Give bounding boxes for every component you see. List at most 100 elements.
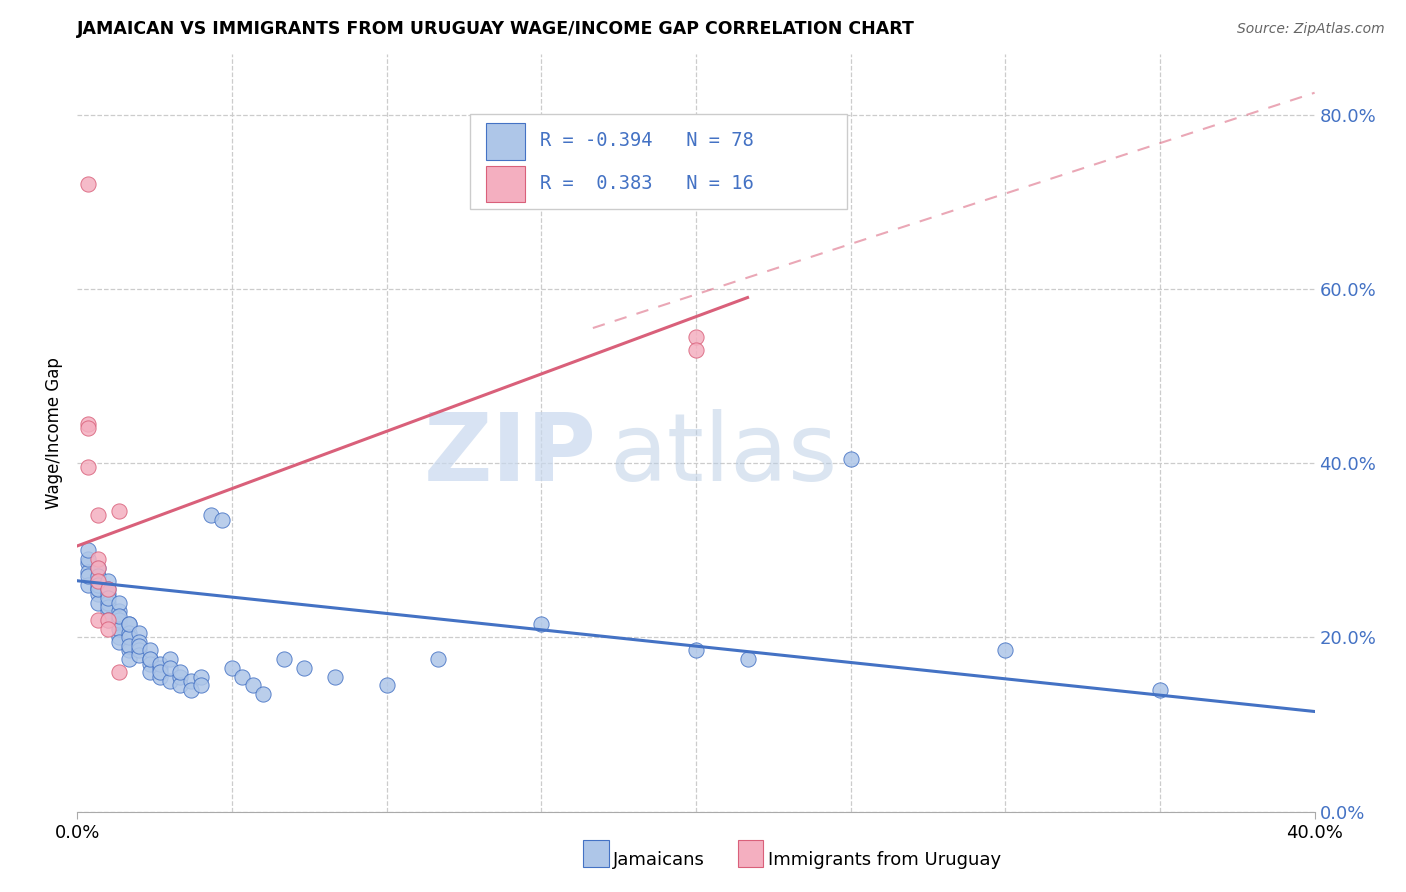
Point (190, 670, 212, 684)
Point (118, 631, 141, 645)
Point (737, 652, 759, 666)
Point (118, 617, 141, 632)
Point (169, 670, 191, 684)
Point (97, 604, 120, 618)
Text: atlas: atlas (609, 409, 838, 501)
Point (128, 648, 150, 662)
Point (530, 617, 553, 632)
Point (138, 643, 160, 657)
Point (87, 569, 110, 583)
Text: R =  0.383   N = 16: R = 0.383 N = 16 (540, 174, 754, 193)
Point (1149, 682, 1171, 697)
Point (180, 682, 202, 697)
Point (87, 552, 110, 566)
Text: Immigrants from Uruguay: Immigrants from Uruguay (768, 851, 1001, 869)
Point (128, 639, 150, 653)
Point (87, 560, 110, 574)
Point (252, 687, 274, 701)
Point (231, 670, 253, 684)
Point (87, 582, 110, 597)
Point (138, 652, 160, 666)
Point (107, 504, 129, 518)
Text: Source: ZipAtlas.com: Source: ZipAtlas.com (1237, 22, 1385, 37)
Point (87, 508, 110, 523)
Point (87, 578, 110, 592)
Point (685, 343, 707, 357)
Point (118, 643, 141, 657)
Point (839, 451, 862, 466)
Point (87, 574, 110, 588)
Point (200, 508, 222, 523)
Point (138, 652, 160, 666)
Point (76, 417, 98, 431)
Point (138, 657, 160, 671)
Point (107, 622, 129, 636)
Point (76, 552, 98, 566)
Point (87, 596, 110, 610)
Point (159, 652, 181, 666)
Point (97, 582, 120, 597)
Point (375, 678, 398, 692)
Point (76, 569, 98, 583)
Point (107, 665, 129, 680)
Point (87, 613, 110, 627)
Bar (485, 166, 526, 202)
Point (76, 557, 98, 571)
Point (149, 661, 172, 675)
Point (169, 665, 191, 680)
Point (149, 665, 172, 680)
Point (107, 613, 129, 627)
Point (107, 596, 129, 610)
Point (107, 608, 129, 623)
Point (107, 617, 129, 632)
Point (76, 578, 98, 592)
Point (159, 661, 181, 675)
Point (87, 574, 110, 588)
Point (97, 596, 120, 610)
Point (97, 582, 120, 597)
Point (76, 565, 98, 579)
Point (994, 643, 1017, 657)
Point (685, 330, 707, 344)
Point (87, 582, 110, 597)
Point (685, 643, 707, 657)
Point (169, 678, 191, 692)
Point (159, 673, 181, 688)
Point (97, 599, 120, 614)
Text: ZIP: ZIP (425, 409, 598, 501)
Point (76, 460, 98, 475)
Point (97, 574, 120, 588)
Point (128, 643, 150, 657)
Point (149, 670, 172, 684)
Point (427, 652, 450, 666)
Text: R = -0.394   N = 78: R = -0.394 N = 78 (540, 131, 754, 150)
Point (107, 631, 129, 645)
Point (118, 626, 141, 640)
Point (76, 421, 98, 435)
Bar (485, 123, 526, 160)
Point (190, 678, 212, 692)
Point (128, 634, 150, 648)
Point (118, 617, 141, 632)
Point (242, 678, 264, 692)
Point (87, 587, 110, 601)
Point (97, 622, 120, 636)
Point (292, 661, 315, 675)
Point (97, 587, 120, 601)
Point (149, 657, 172, 671)
Y-axis label: Wage/Income Gap: Wage/Income Gap (45, 357, 63, 508)
Point (128, 626, 150, 640)
Point (76, 178, 98, 192)
Point (211, 513, 233, 527)
Point (180, 673, 202, 688)
FancyBboxPatch shape (470, 114, 846, 209)
Point (118, 639, 141, 653)
Point (76, 543, 98, 558)
Point (97, 613, 120, 627)
Point (107, 604, 129, 618)
Point (118, 652, 141, 666)
Point (138, 665, 160, 680)
Point (273, 652, 295, 666)
Point (221, 661, 243, 675)
Point (97, 613, 120, 627)
